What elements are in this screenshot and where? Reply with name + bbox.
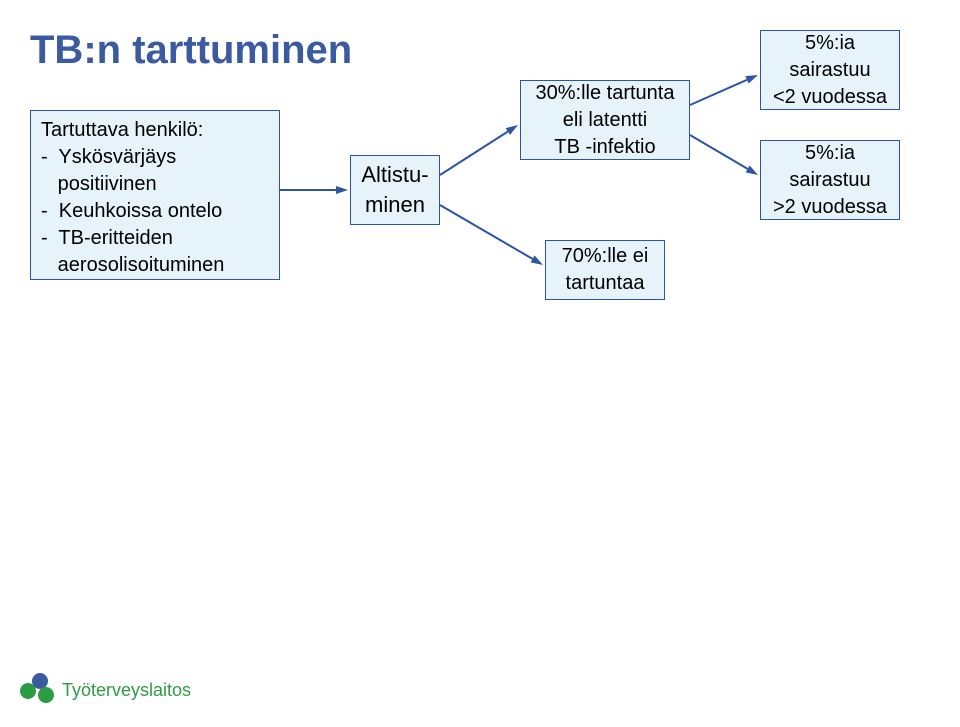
disease-late-box-line: 5%:ia [805,140,855,167]
noinfection-box: 70%:lle eitartuntaa [545,240,665,300]
disease-early-box-line: sairastuu [789,57,870,84]
source-box-line: positiivinen [41,171,269,198]
source-box-line: Tartuttava henkilö: [41,117,269,144]
arrow-exposure-to-latent-head-icon [506,125,518,135]
arrow-latent-to-late [690,135,748,169]
disease-late-box-line: >2 vuodessa [773,194,887,221]
arrow-exposure-to-noinfection-head-icon [531,256,543,265]
arrow-latent-to-early-head-icon [745,75,758,84]
noinfection-box-line: 70%:lle ei [562,243,649,270]
exposure-box-line: minen [365,190,425,220]
page-title: TB:n tarttuminen [30,28,352,73]
latent-box-line: 30%:lle tartunta [536,80,675,107]
disease-early-box: 5%:iasairastuu<2 vuodessa [760,30,900,110]
brand-petal-icon [38,687,54,703]
latent-box-line: TB -infektio [554,134,655,161]
brand-mark-icon [20,673,54,707]
source-box-line: aerosolisoituminen [41,252,269,279]
brand-label: Työterveyslaitos [62,680,191,701]
source-box: Tartuttava henkilö:- Yskösvärjäys positi… [30,110,280,280]
source-box-line: - Yskösvärjäys [41,144,269,171]
brand-logo: Työterveyslaitos [20,673,191,707]
disease-late-box: 5%:iasairastuu>2 vuodessa [760,140,900,220]
arrow-source-to-exposure-head-icon [336,186,348,194]
latent-box: 30%:lle tartuntaeli latenttiTB -infektio [520,80,690,160]
arrow-latent-to-early [690,80,747,105]
arrow-latent-to-late-head-icon [746,165,758,175]
source-box-line: - Keuhkoissa ontelo [41,198,269,225]
exposure-box: Altistu-minen [350,155,440,225]
exposure-box-line: Altistu- [361,160,428,190]
source-box-line: - TB-eritteiden [41,225,269,252]
arrow-exposure-to-noinfection [440,205,533,259]
disease-early-box-line: <2 vuodessa [773,84,887,111]
arrow-exposure-to-latent [440,131,508,175]
disease-early-box-line: 5%:ia [805,30,855,57]
latent-box-line: eli latentti [563,107,648,134]
noinfection-box-line: tartuntaa [566,270,645,297]
disease-late-box-line: sairastuu [789,167,870,194]
